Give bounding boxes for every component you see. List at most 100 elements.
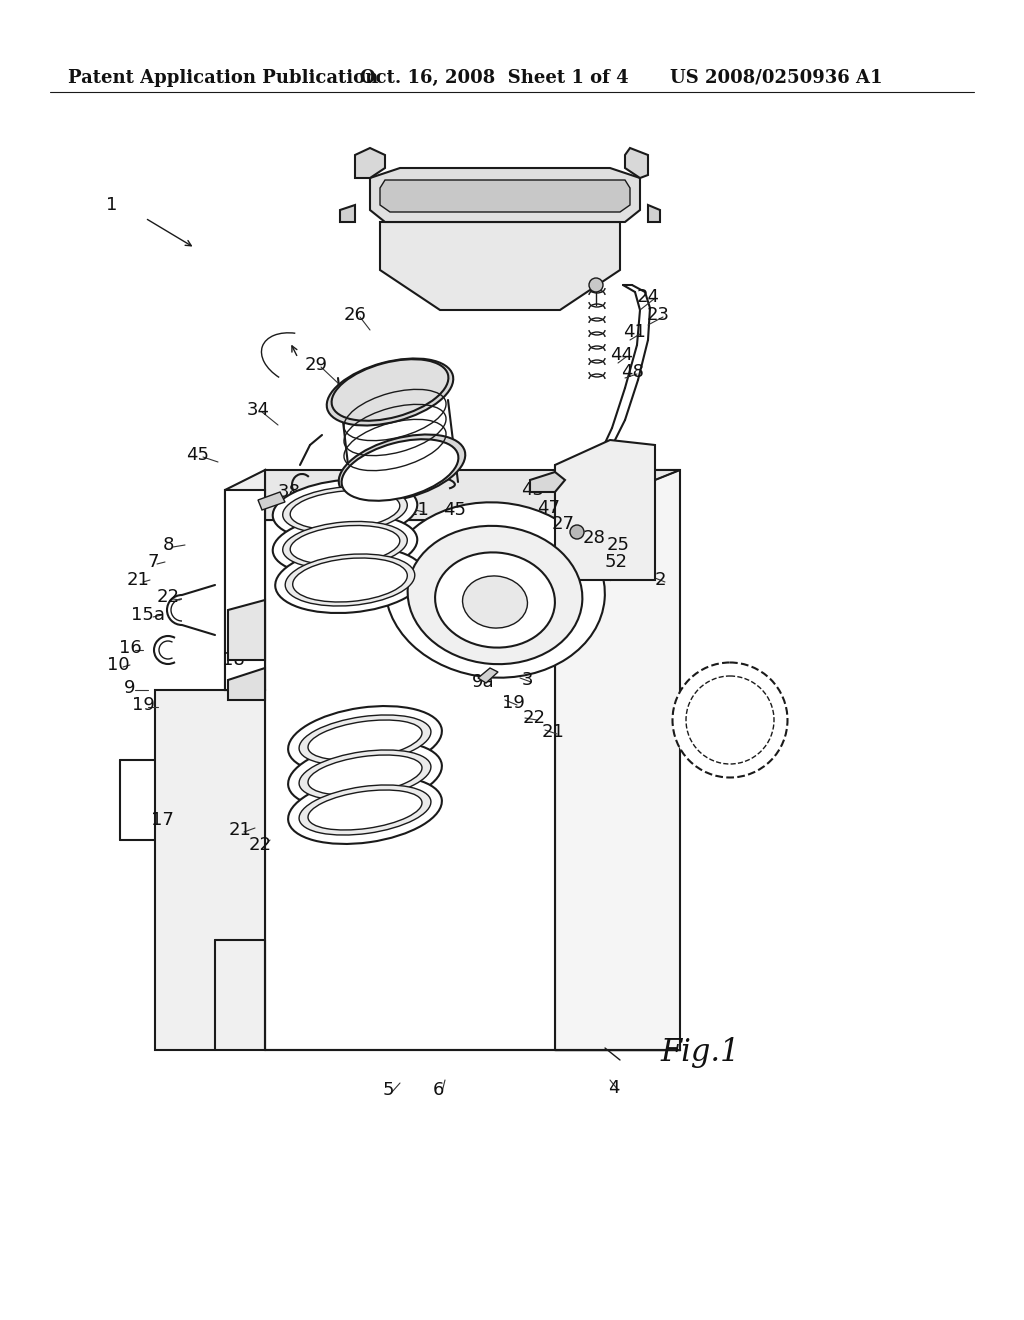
Text: 15a: 15a: [131, 606, 165, 624]
Polygon shape: [225, 490, 265, 690]
Polygon shape: [380, 222, 620, 310]
Ellipse shape: [308, 719, 422, 760]
Text: 4: 4: [608, 1078, 620, 1097]
Text: 41: 41: [624, 323, 646, 341]
Text: Fig.1: Fig.1: [660, 1038, 739, 1068]
Ellipse shape: [288, 776, 442, 843]
Polygon shape: [355, 148, 385, 178]
Polygon shape: [340, 205, 355, 222]
Text: 7: 7: [147, 553, 159, 572]
Text: 38: 38: [278, 483, 300, 502]
Ellipse shape: [283, 487, 408, 533]
Text: 19: 19: [321, 511, 343, 529]
Polygon shape: [265, 470, 680, 520]
Text: 22: 22: [249, 836, 271, 854]
Ellipse shape: [299, 785, 431, 836]
Text: 2: 2: [654, 572, 666, 589]
Text: 26: 26: [344, 306, 367, 323]
Polygon shape: [258, 492, 285, 510]
Text: 52: 52: [604, 553, 628, 572]
Ellipse shape: [463, 576, 527, 628]
Ellipse shape: [290, 525, 399, 565]
Ellipse shape: [299, 750, 431, 800]
Text: 22: 22: [157, 587, 179, 606]
Ellipse shape: [339, 434, 465, 502]
Text: 22: 22: [522, 709, 546, 727]
Polygon shape: [478, 668, 498, 682]
Text: 1: 1: [106, 195, 118, 214]
Text: 28: 28: [583, 529, 605, 546]
Ellipse shape: [290, 491, 399, 529]
Polygon shape: [155, 690, 265, 1049]
Text: 27: 27: [552, 515, 574, 533]
Text: Patent Application Publication: Patent Application Publication: [68, 69, 378, 87]
Ellipse shape: [308, 789, 422, 830]
Text: 10: 10: [106, 656, 129, 675]
Text: 19: 19: [502, 694, 524, 711]
Ellipse shape: [275, 546, 425, 612]
Text: 16: 16: [119, 639, 141, 657]
Ellipse shape: [589, 279, 603, 292]
Ellipse shape: [299, 715, 431, 766]
Text: 34: 34: [247, 401, 269, 418]
Ellipse shape: [283, 521, 408, 569]
Text: 19: 19: [131, 696, 155, 714]
Polygon shape: [555, 440, 655, 579]
Ellipse shape: [288, 741, 442, 809]
Ellipse shape: [332, 359, 449, 421]
Text: 21: 21: [127, 572, 150, 589]
Text: 3: 3: [521, 671, 532, 689]
Text: 22: 22: [354, 478, 378, 496]
Ellipse shape: [288, 706, 442, 774]
Text: 9: 9: [296, 502, 308, 519]
Ellipse shape: [570, 525, 584, 539]
Text: 19: 19: [303, 741, 327, 759]
Text: 18: 18: [221, 651, 245, 669]
Polygon shape: [265, 520, 555, 1049]
Text: 9: 9: [124, 678, 136, 697]
Polygon shape: [228, 601, 265, 660]
Text: 21: 21: [542, 723, 564, 741]
Ellipse shape: [327, 359, 454, 425]
Ellipse shape: [342, 440, 459, 500]
Polygon shape: [380, 180, 630, 213]
Ellipse shape: [308, 755, 422, 795]
Text: 40: 40: [504, 166, 526, 183]
Text: 21: 21: [228, 821, 252, 840]
Ellipse shape: [385, 503, 605, 677]
Polygon shape: [225, 470, 265, 690]
Text: 42: 42: [589, 189, 611, 207]
Ellipse shape: [293, 558, 408, 602]
Ellipse shape: [673, 663, 787, 777]
Text: 44: 44: [610, 346, 634, 364]
Text: 9a: 9a: [472, 673, 495, 690]
Text: US 2008/0250936 A1: US 2008/0250936 A1: [670, 69, 883, 87]
Text: 43: 43: [521, 480, 545, 499]
Text: 21: 21: [407, 502, 429, 519]
Text: Oct. 16, 2008  Sheet 1 of 4: Oct. 16, 2008 Sheet 1 of 4: [360, 69, 629, 87]
Polygon shape: [228, 668, 265, 700]
Polygon shape: [370, 168, 640, 222]
Text: 45: 45: [443, 502, 467, 519]
Polygon shape: [530, 473, 565, 492]
Text: 48: 48: [621, 363, 643, 381]
Text: 25: 25: [606, 536, 630, 554]
Ellipse shape: [686, 676, 774, 764]
Polygon shape: [555, 470, 680, 1049]
Ellipse shape: [408, 525, 583, 664]
Text: 45: 45: [186, 446, 210, 465]
Text: 8: 8: [163, 536, 174, 554]
Text: 17: 17: [151, 810, 173, 829]
Text: 41: 41: [419, 220, 441, 239]
Text: 6: 6: [432, 1081, 443, 1100]
Text: 23: 23: [646, 306, 670, 323]
Text: 5: 5: [382, 1081, 394, 1100]
Text: 15: 15: [237, 676, 259, 694]
Ellipse shape: [286, 554, 415, 606]
Ellipse shape: [272, 515, 417, 576]
Text: 29: 29: [304, 356, 328, 374]
Text: 47: 47: [538, 499, 560, 517]
Text: 24: 24: [637, 288, 659, 306]
Ellipse shape: [272, 479, 417, 541]
Ellipse shape: [435, 552, 555, 648]
